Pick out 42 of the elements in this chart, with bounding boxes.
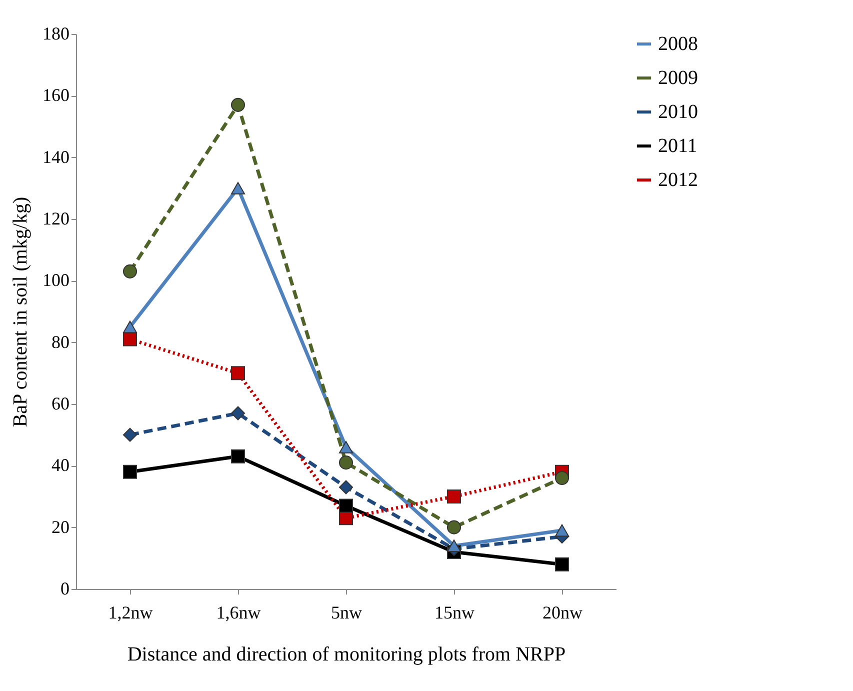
point [554,524,570,537]
point [122,320,138,334]
point [230,449,246,464]
y-tick-label: 60 [52,394,70,414]
point [122,464,138,479]
legend-label: 2011 [658,135,698,157]
x-axis-title: Distance and direction of monitoring plots from NRPP [127,644,566,666]
point [446,540,462,552]
point [230,182,246,194]
y-tick-label: 20 [52,516,70,537]
point [122,264,138,278]
point [122,332,138,346]
point [338,480,354,494]
y-tick-label: 140 [42,146,70,167]
y-tick-label: 80 [52,332,70,352]
point [338,498,354,513]
y-tick-label: 100 [42,270,70,290]
legend-label: 2009 [658,67,698,89]
y-tick-label: 40 [52,455,70,476]
legend-label: 2012 [658,169,698,191]
legend-label: 2008 [658,33,698,55]
x-tick-label: 15nw [434,602,474,622]
point [230,406,246,420]
point [122,428,138,442]
legend-label: 2010 [658,101,698,123]
x-tick-label: 1,6nw [216,602,261,622]
point [554,470,570,486]
y-axis-title: BaP content in soil (mkg/kg) [10,196,32,428]
y-tick-label: 0 [60,578,70,598]
point [446,489,462,504]
x-tick-label: 1,2nw [108,602,153,622]
y-tick-label: 180 [42,24,70,44]
x-tick-label: 20nw [542,602,582,622]
point [554,557,570,572]
y-tick-label: 160 [42,85,70,106]
point [446,520,462,534]
point [230,366,246,380]
point [338,456,354,470]
point [338,441,354,454]
point [230,98,246,112]
y-tick-label: 120 [42,208,70,228]
x-tick-label: 5nw [331,602,362,622]
